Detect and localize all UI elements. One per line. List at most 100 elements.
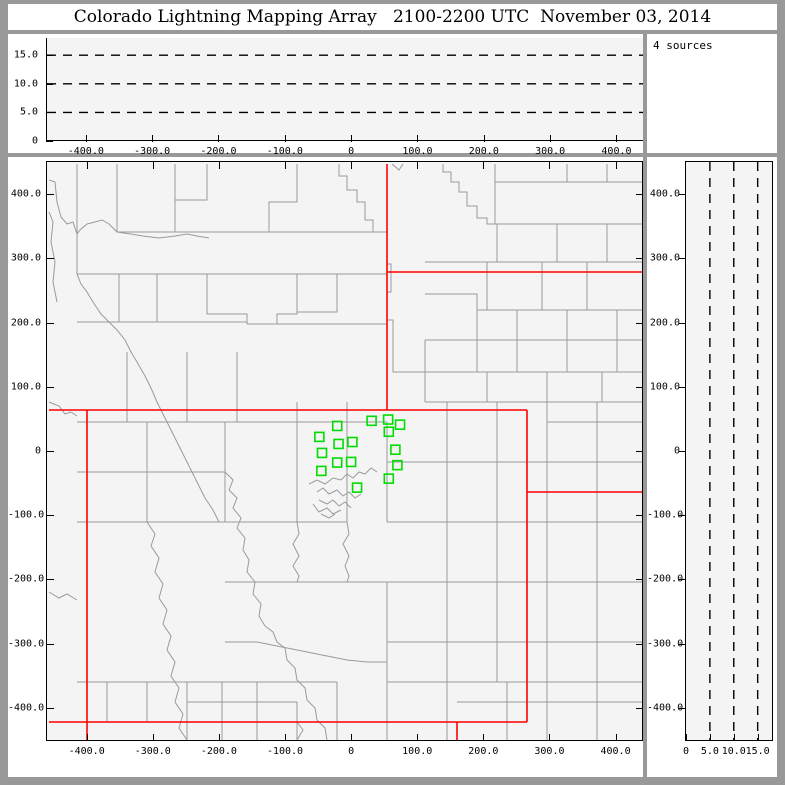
altitude-xtick: 0 bbox=[682, 746, 690, 757]
map-xtickmark-top bbox=[86, 162, 88, 169]
time-height-xtick: -200.0 bbox=[200, 146, 237, 157]
time-height-ytickmark bbox=[46, 83, 53, 85]
map-ytickmark-right bbox=[636, 707, 643, 709]
map-xtick: 100.0 bbox=[402, 746, 433, 757]
time-height-xtickmark bbox=[152, 135, 154, 142]
altitude-ytickmark bbox=[679, 707, 686, 709]
map-xtickmark bbox=[86, 734, 88, 741]
map-xtickmark-top bbox=[218, 162, 220, 169]
lightning-source-marker bbox=[331, 420, 343, 432]
altitude-xtickmark bbox=[757, 734, 759, 741]
altitude-ytick: -300.0 bbox=[647, 638, 684, 650]
lightning-source-marker bbox=[314, 431, 325, 443]
map-canvas bbox=[48, 163, 642, 740]
map-ytickmark bbox=[47, 515, 54, 517]
altitude-xtick: 10.0 bbox=[721, 746, 746, 757]
lightning-source-marker bbox=[394, 419, 406, 430]
lightning-source-marker bbox=[347, 436, 358, 448]
map-xtickmark bbox=[417, 734, 419, 741]
map-ytickmark bbox=[47, 579, 54, 581]
map-xtick: 400.0 bbox=[600, 746, 631, 757]
altitude-xtickmark bbox=[733, 734, 735, 741]
map-ytickmark bbox=[47, 322, 54, 324]
map-xtickmark bbox=[549, 734, 551, 741]
map-xtick: 0 bbox=[348, 746, 355, 757]
time-height-ytick: 0 bbox=[31, 135, 38, 147]
lightning-source-marker bbox=[351, 482, 363, 493]
altitude-ytickmark bbox=[679, 579, 686, 581]
time-height-canvas bbox=[47, 54, 643, 114]
lightning-source-marker bbox=[333, 438, 344, 450]
map-ytick: -200.0 bbox=[8, 573, 45, 585]
altitude-ytick: -200.0 bbox=[647, 573, 684, 585]
time-height-xtickmark bbox=[417, 135, 419, 142]
time-height-xtick: -300.0 bbox=[134, 146, 171, 157]
map-xtick: -400.0 bbox=[68, 746, 105, 757]
lightning-source-marker bbox=[383, 473, 395, 484]
map-xtickmark-top bbox=[152, 162, 154, 169]
map-ytick: -400.0 bbox=[8, 702, 45, 714]
map-xtickmark-top bbox=[285, 162, 286, 169]
lightning-source-marker bbox=[331, 457, 343, 468]
map-xtickmark-top bbox=[483, 162, 485, 169]
time-height-ytick: 10.0 bbox=[13, 78, 38, 90]
map-xtickmark-top bbox=[615, 162, 617, 169]
title-bar: Colorado Lightning Mapping Array 2100-22… bbox=[8, 4, 777, 30]
map-ytickmark-right bbox=[636, 322, 643, 324]
time-height-plot-area bbox=[46, 38, 643, 141]
lightning-source-marker bbox=[383, 426, 395, 438]
map-ytickmark-right bbox=[636, 258, 643, 260]
map-ytick: 300.0 bbox=[10, 252, 41, 264]
altitude-ytickmark bbox=[679, 194, 686, 196]
altitude-ytickmark bbox=[679, 386, 686, 388]
map-ytickmark bbox=[47, 451, 54, 452]
time-height-ytickmark bbox=[46, 55, 53, 57]
map-xtickmark-top bbox=[417, 162, 419, 169]
altitude-xtickmark bbox=[686, 734, 687, 741]
map-xtickmark bbox=[285, 734, 286, 741]
time-height-xtick: 200.0 bbox=[468, 146, 499, 157]
map-ytickmark-right bbox=[636, 579, 643, 581]
map-ytickmark-right bbox=[636, 515, 643, 517]
altitude-xtick: 5.0 bbox=[700, 746, 719, 757]
time-height-ytick: 5.0 bbox=[19, 106, 38, 118]
map-xtickmark-top bbox=[549, 162, 551, 169]
time-height-ytickmark bbox=[46, 112, 53, 114]
map-ytickmark bbox=[47, 707, 54, 709]
plan-view-map-plot-area bbox=[46, 161, 643, 741]
altitude-ytick: 100.0 bbox=[649, 381, 680, 393]
map-xtick: 200.0 bbox=[468, 746, 499, 757]
map-xtick: -300.0 bbox=[134, 746, 171, 757]
altitude-ytickmark bbox=[679, 451, 686, 452]
altitude-ytick: 300.0 bbox=[649, 252, 680, 264]
map-ytick: 400.0 bbox=[10, 188, 41, 200]
time-height-xtick: -400.0 bbox=[67, 146, 104, 157]
map-xtickmark bbox=[152, 734, 154, 741]
lightning-source-marker bbox=[345, 456, 357, 468]
map-ytickmark-right bbox=[636, 194, 643, 196]
time-height-xtickmark bbox=[550, 135, 552, 142]
time-height-xtick: -100.0 bbox=[266, 146, 303, 157]
altitude-ytickmark bbox=[679, 258, 686, 260]
lightning-source-marker bbox=[392, 459, 403, 471]
time-height-xtickmark bbox=[85, 135, 87, 142]
altitude-xtick: 15.0 bbox=[745, 746, 770, 757]
map-ytickmark bbox=[47, 643, 54, 645]
map-ytick: 100.0 bbox=[10, 381, 41, 393]
map-xtickmark-top bbox=[351, 162, 353, 169]
map-ytickmark-right bbox=[636, 451, 643, 452]
map-ytick: 0 bbox=[34, 445, 41, 457]
time-height-ytickmark bbox=[46, 141, 53, 142]
map-xtickmark bbox=[351, 734, 353, 741]
map-ytickmark bbox=[47, 194, 54, 196]
altitude-ytickmark bbox=[679, 322, 686, 324]
source-count-panel: 4 sources bbox=[647, 34, 777, 153]
map-xtickmark bbox=[615, 734, 617, 741]
lightning-source-marker bbox=[316, 447, 328, 459]
altitude-ytick: 400.0 bbox=[649, 188, 680, 200]
time-height-ytick: 15.0 bbox=[13, 49, 38, 61]
altitude-ytick: -400.0 bbox=[647, 702, 684, 714]
altitude-panel: -400.0 -300.0 -200.0 -100.0 0 100.0 200.0 300.0… bbox=[647, 157, 777, 777]
time-height-xtick: 400.0 bbox=[601, 146, 632, 157]
